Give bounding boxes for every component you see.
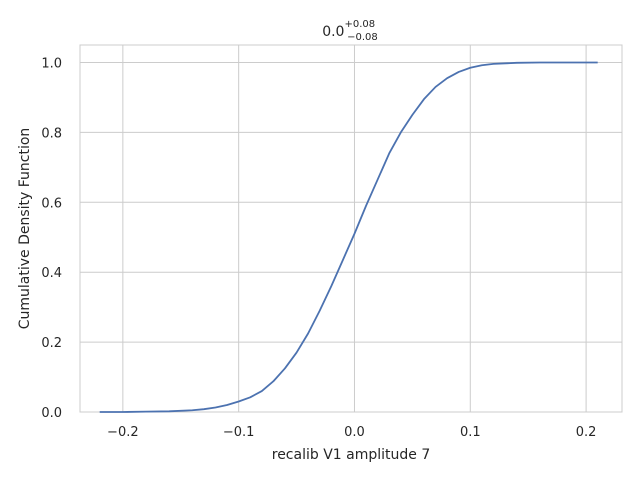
y-axis-label: Cumulative Density Function xyxy=(17,128,33,330)
y-tick-label: 0.4 xyxy=(41,266,62,281)
series-layer xyxy=(99,61,598,413)
y-tick-label: 0.6 xyxy=(41,196,62,211)
chart-title: 0.0+0.08 −0.08 xyxy=(322,19,378,43)
x-tick-label: 0.0 xyxy=(344,425,365,440)
cdf-line xyxy=(99,61,598,413)
x-tick-label: 0.2 xyxy=(576,425,597,440)
y-tick-label: 0.8 xyxy=(41,126,62,141)
x-tick-label: −0.1 xyxy=(223,425,255,440)
y-tick-label: 1.0 xyxy=(41,56,62,71)
y-tick-label: 0.0 xyxy=(41,406,62,421)
title-upper-error: +0.08 xyxy=(344,19,375,30)
x-axis-label: recalib V1 amplitude 7 xyxy=(272,447,431,463)
tick-labels: −0.2 −0.1 0.0 0.1 0.2 0.0 0.2 0.4 0.6 0.8 1.0 xyxy=(41,56,596,440)
title-lower-error: −0.08 xyxy=(347,32,378,43)
title-base: 0.0 xyxy=(322,24,344,40)
y-tick-label: 0.2 xyxy=(41,336,62,351)
x-tick-label: 0.1 xyxy=(460,425,481,440)
x-tick-label: −0.2 xyxy=(107,425,139,440)
plot-frame xyxy=(79,44,623,413)
